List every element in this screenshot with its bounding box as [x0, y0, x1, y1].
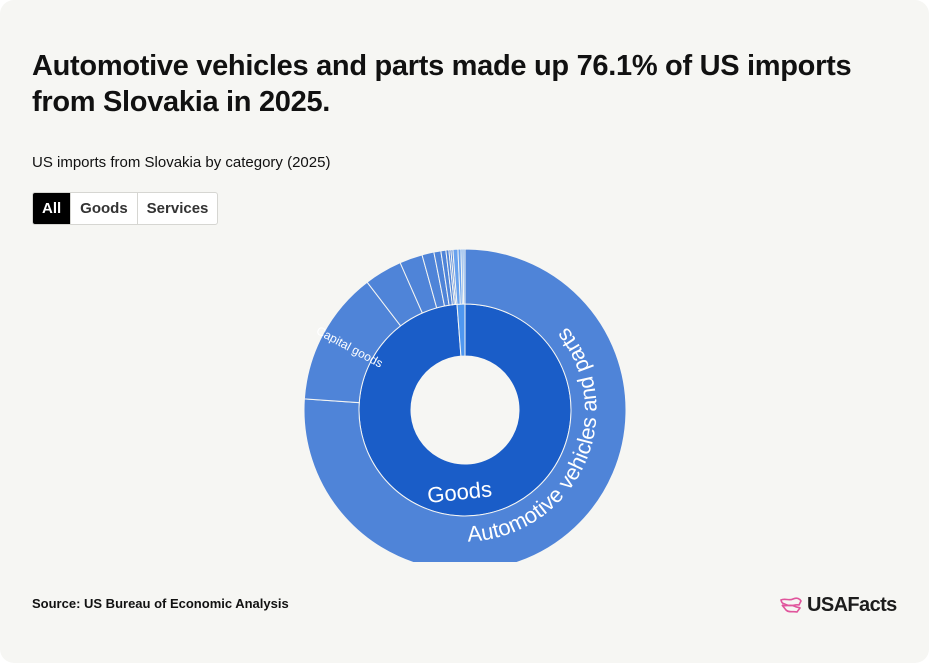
chart-subtitle: US imports from Slovakia by category (20… — [32, 154, 331, 171]
sunburst-chart-container: Goods Automotive vehicles and parts Capita… — [280, 240, 650, 562]
usafacts-logo[interactable]: USAFacts — [779, 592, 897, 618]
tab-all[interactable]: All — [33, 193, 72, 224]
us-map-icon — [780, 597, 802, 613]
tab-services[interactable]: Services — [146, 200, 209, 217]
category-tabs: All Goods Services — [32, 192, 219, 225]
source-note: Source: US Bureau of Economic Analysis — [32, 596, 289, 611]
outer-segment-automotive-vehicles-and-parts[interactable] — [303, 248, 627, 562]
brand-name: USAFacts — [807, 593, 897, 616]
outer-segment-14[interactable] — [462, 248, 466, 305]
tab-goods[interactable]: Goods — [71, 193, 138, 224]
page-title: Automotive vehicles and parts made up 76… — [32, 50, 852, 118]
